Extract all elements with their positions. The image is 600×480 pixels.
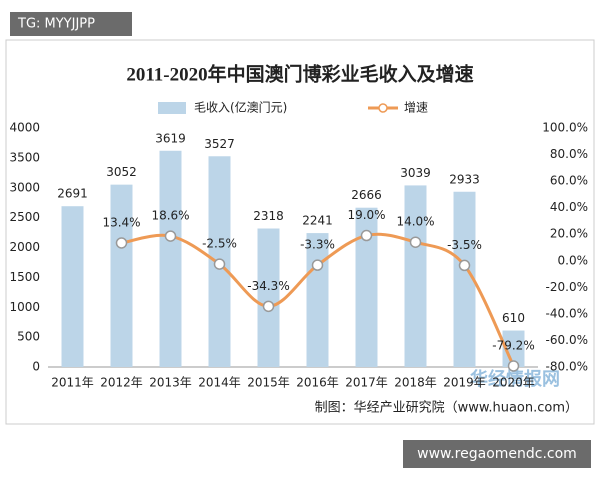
- bar: [159, 150, 182, 367]
- bar: [453, 191, 476, 367]
- line-marker: [360, 229, 373, 242]
- bar: [404, 185, 427, 367]
- line-label: -34.3%: [247, 279, 289, 293]
- bar-label: 610: [502, 311, 525, 325]
- line-label: 18.6%: [151, 209, 189, 223]
- y-tick-label: 2500: [9, 210, 40, 224]
- y-tick-label: 500: [17, 330, 40, 344]
- y2-tick-label: -80.0%: [546, 360, 588, 374]
- y2-tick-label: -20.0%: [546, 280, 588, 294]
- line-marker: [409, 236, 422, 248]
- line-label: 14.0%: [396, 215, 434, 229]
- bar: [502, 330, 525, 367]
- y-tick-label: 1500: [9, 270, 40, 284]
- y-tick-label: 1000: [9, 300, 40, 314]
- y2-tick-label: -60.0%: [546, 333, 588, 347]
- y2-tick-label: -40.0%: [546, 306, 588, 320]
- y2-tick-label: 20.0%: [550, 227, 588, 241]
- source: 制图：华经产业研究院（www.huaon.com）: [315, 401, 578, 416]
- line-marker: [262, 300, 275, 313]
- line-label: -3.3%: [300, 238, 335, 252]
- x-tick-label: 2016年: [296, 376, 339, 390]
- y2-tick-label: 100.0%: [542, 121, 588, 135]
- x-tick-label: 2019年: [443, 376, 486, 390]
- bar: [257, 228, 280, 367]
- y-tick-label: 0: [32, 360, 40, 374]
- bar-label: 2318: [253, 209, 284, 223]
- line-marker: [164, 230, 177, 242]
- bar-label: 3619: [155, 131, 186, 145]
- line-label: -79.2%: [492, 338, 534, 352]
- line-marker: [458, 259, 471, 272]
- bar-label: 3052: [106, 165, 137, 179]
- x-tick-label: 2012年: [100, 376, 143, 390]
- watermark-box: [10, 12, 132, 36]
- x-tick-label: 2013年: [149, 376, 192, 390]
- bar: [306, 233, 329, 367]
- line-label: -3.5%: [447, 238, 482, 252]
- bar: [61, 206, 84, 367]
- y2-tick-label: 0.0%: [558, 253, 589, 267]
- line-marker: [213, 258, 226, 270]
- y-tick-label: 3000: [9, 180, 40, 194]
- bar-label: 2241: [302, 214, 333, 228]
- y-tick-label: 4000: [9, 121, 40, 135]
- bar-label: 2933: [449, 172, 480, 186]
- line-marker: [115, 237, 128, 249]
- y2-tick-label: 40.0%: [550, 200, 588, 214]
- x-tick-label: 2015年: [247, 376, 290, 390]
- watermark-box: [403, 440, 591, 468]
- watermark-text: www.regaomendc.com: [417, 446, 577, 462]
- line-label: 13.4%: [102, 215, 140, 229]
- legend-swatch: [158, 102, 186, 114]
- y-tick-label: 3500: [9, 150, 40, 164]
- x-tick-label: 2018年: [394, 376, 437, 390]
- x-tick-label: 2020年: [492, 376, 535, 390]
- bar-label: 3039: [400, 166, 431, 180]
- legend-label: 毛收入(亿澳门元): [194, 100, 287, 115]
- x-tick-label: 2014年: [198, 376, 241, 390]
- y-tick-label: 2000: [9, 240, 40, 254]
- legend-label: 增速: [404, 101, 428, 115]
- chart-frame: [5, 39, 595, 425]
- line-marker: [311, 259, 324, 271]
- bar-label: 2691: [57, 187, 88, 201]
- watermark-text: TG: MYYJJPP: [17, 17, 95, 32]
- y2-tick-label: 80.0%: [550, 147, 588, 161]
- x-tick-label: 2011年: [51, 376, 94, 390]
- line-label: -2.5%: [202, 237, 237, 251]
- legend-swatch: [378, 103, 388, 113]
- line-label: 19.0%: [347, 208, 385, 222]
- bar-label: 2666: [351, 188, 382, 202]
- bar: [110, 184, 133, 367]
- bar-label: 3527: [204, 137, 235, 151]
- chart-title: 2011-2020年中国澳门博彩业毛收入及增速: [126, 62, 473, 85]
- watermark-logo: 华经情报网: [470, 368, 560, 390]
- bar: [355, 207, 378, 367]
- line-marker: [507, 360, 520, 372]
- y2-tick-label: 60.0%: [550, 174, 588, 188]
- x-tick-label: 2017年: [345, 376, 388, 390]
